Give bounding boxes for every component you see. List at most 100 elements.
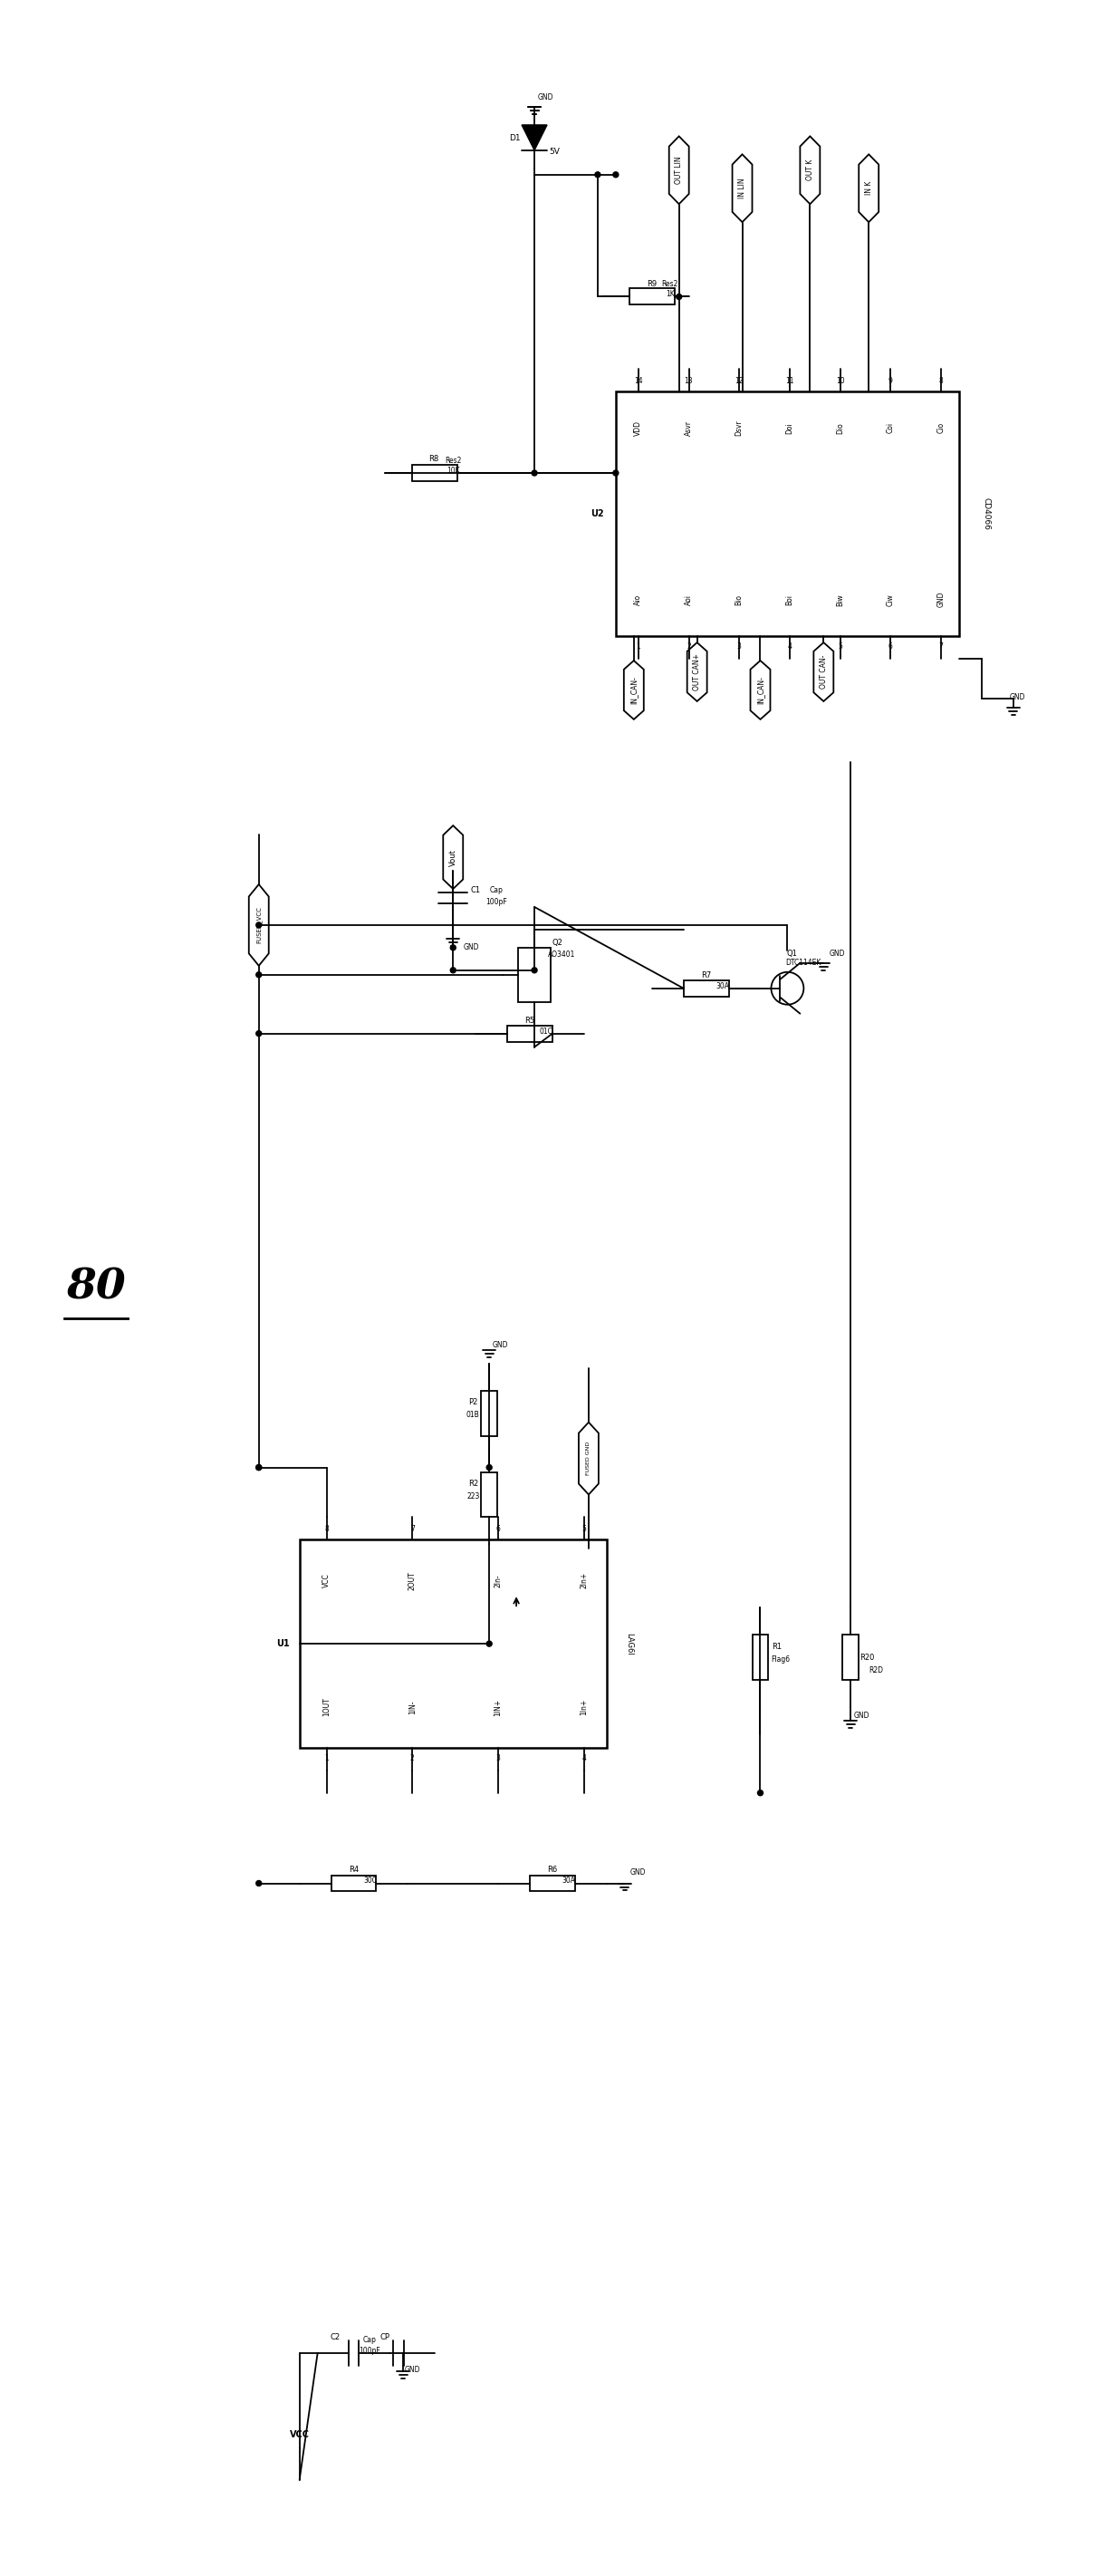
Text: Res2: Res2	[662, 281, 678, 289]
Circle shape	[450, 969, 456, 974]
Text: Cap: Cap	[490, 886, 504, 894]
Text: 2OUT: 2OUT	[409, 1571, 417, 1589]
Text: R5: R5	[525, 1018, 535, 1025]
Text: 10: 10	[836, 376, 844, 384]
Bar	[300, 1540, 607, 1747]
Text: 80: 80	[67, 1265, 126, 1309]
Text: 30C: 30C	[363, 1875, 377, 1886]
Bar	[752, 1636, 769, 1680]
Text: Biw: Biw	[837, 592, 844, 605]
Circle shape	[487, 1641, 492, 1646]
Circle shape	[256, 1880, 262, 1886]
Text: 8: 8	[939, 376, 944, 384]
Text: R2: R2	[468, 1479, 478, 1489]
Text: 2In+: 2In+	[580, 1571, 588, 1589]
Bar	[842, 1636, 859, 1680]
Circle shape	[595, 173, 600, 178]
Text: R4: R4	[349, 1865, 359, 1873]
Text: AO3401: AO3401	[548, 951, 575, 958]
Bar	[530, 1875, 575, 1891]
Text: Cio: Cio	[937, 422, 945, 433]
Text: 7: 7	[939, 641, 944, 652]
Bar	[412, 464, 458, 482]
Text: 1IN+: 1IN+	[495, 1698, 502, 1716]
Bar	[518, 948, 550, 1002]
Text: CP: CP	[380, 2334, 390, 2342]
Text: Doi: Doi	[785, 422, 794, 433]
Circle shape	[256, 1466, 262, 1471]
Text: C2: C2	[331, 2334, 341, 2342]
Text: GND: GND	[1010, 693, 1026, 701]
Text: GND: GND	[853, 1713, 869, 1721]
Text: GND: GND	[829, 951, 846, 958]
Text: DTC114EK: DTC114EK	[785, 958, 821, 966]
Text: Bio: Bio	[735, 595, 743, 605]
Circle shape	[676, 294, 682, 299]
Text: R1: R1	[772, 1643, 782, 1651]
Bar	[684, 981, 729, 997]
Text: Dsvr: Dsvr	[735, 420, 743, 435]
Text: Q1: Q1	[786, 951, 798, 958]
Text: 6: 6	[888, 641, 892, 652]
Text: OUT K: OUT K	[805, 160, 814, 180]
Text: 5: 5	[838, 641, 842, 652]
Text: R7: R7	[701, 971, 711, 979]
Text: 4: 4	[788, 641, 792, 652]
Circle shape	[531, 471, 537, 477]
Text: P2: P2	[468, 1399, 478, 1406]
Text: R20: R20	[860, 1654, 874, 1662]
Circle shape	[613, 471, 618, 477]
Circle shape	[531, 969, 537, 974]
Text: 2: 2	[686, 641, 691, 652]
Bar	[481, 1391, 497, 1435]
Bar	[481, 1471, 497, 1517]
Text: D1: D1	[509, 134, 520, 142]
Text: R6: R6	[547, 1865, 558, 1873]
Text: VCC: VCC	[290, 2429, 310, 2439]
Text: LAG6I: LAG6I	[625, 1633, 634, 1654]
Text: FUSED GND: FUSED GND	[586, 1443, 590, 1476]
Text: 12: 12	[735, 376, 743, 384]
Text: Coi: Coi	[887, 422, 895, 433]
Bar	[616, 392, 959, 636]
Text: 01B: 01B	[467, 1412, 480, 1419]
Text: VCC: VCC	[322, 1574, 331, 1587]
Text: Vout: Vout	[449, 848, 457, 866]
Circle shape	[450, 945, 456, 951]
Text: 2: 2	[410, 1754, 414, 1762]
Text: 1OUT: 1OUT	[322, 1698, 331, 1716]
Text: CD4066: CD4066	[983, 497, 990, 531]
Text: 3: 3	[496, 1754, 500, 1762]
Text: 30A: 30A	[561, 1875, 576, 1886]
Text: C1: C1	[470, 886, 481, 894]
Text: GND: GND	[537, 93, 554, 103]
Circle shape	[256, 922, 262, 927]
Text: IN_CAN-: IN_CAN-	[756, 675, 764, 703]
Circle shape	[256, 971, 262, 976]
Circle shape	[487, 1466, 492, 1471]
Text: FUSED_VCC: FUSED_VCC	[256, 907, 262, 943]
Text: Aoi: Aoi	[685, 595, 693, 605]
Text: VDD: VDD	[634, 420, 643, 435]
Text: 100pF: 100pF	[359, 2347, 381, 2354]
Text: 1K: 1K	[665, 291, 674, 299]
Text: IN_CAN-: IN_CAN-	[629, 675, 638, 703]
Text: 7: 7	[410, 1525, 414, 1533]
Text: GND: GND	[404, 2365, 420, 2372]
Text: U1: U1	[276, 1638, 290, 1649]
Text: Dio: Dio	[837, 422, 844, 433]
Text: 10K: 10K	[447, 466, 460, 474]
Text: 2In-: 2In-	[495, 1574, 502, 1587]
Text: IN K: IN K	[864, 180, 873, 196]
Circle shape	[758, 1790, 763, 1795]
Text: 223: 223	[467, 1492, 479, 1499]
Circle shape	[256, 1030, 262, 1036]
Text: 9: 9	[888, 376, 892, 384]
Text: OUT CAN+: OUT CAN+	[693, 654, 701, 690]
Text: OUT CAN-: OUT CAN-	[820, 654, 828, 688]
Text: GND: GND	[631, 1868, 646, 1875]
Text: 14: 14	[634, 376, 643, 384]
Text: GND: GND	[463, 943, 479, 951]
Text: 1: 1	[636, 641, 641, 652]
Text: 3: 3	[737, 641, 742, 652]
